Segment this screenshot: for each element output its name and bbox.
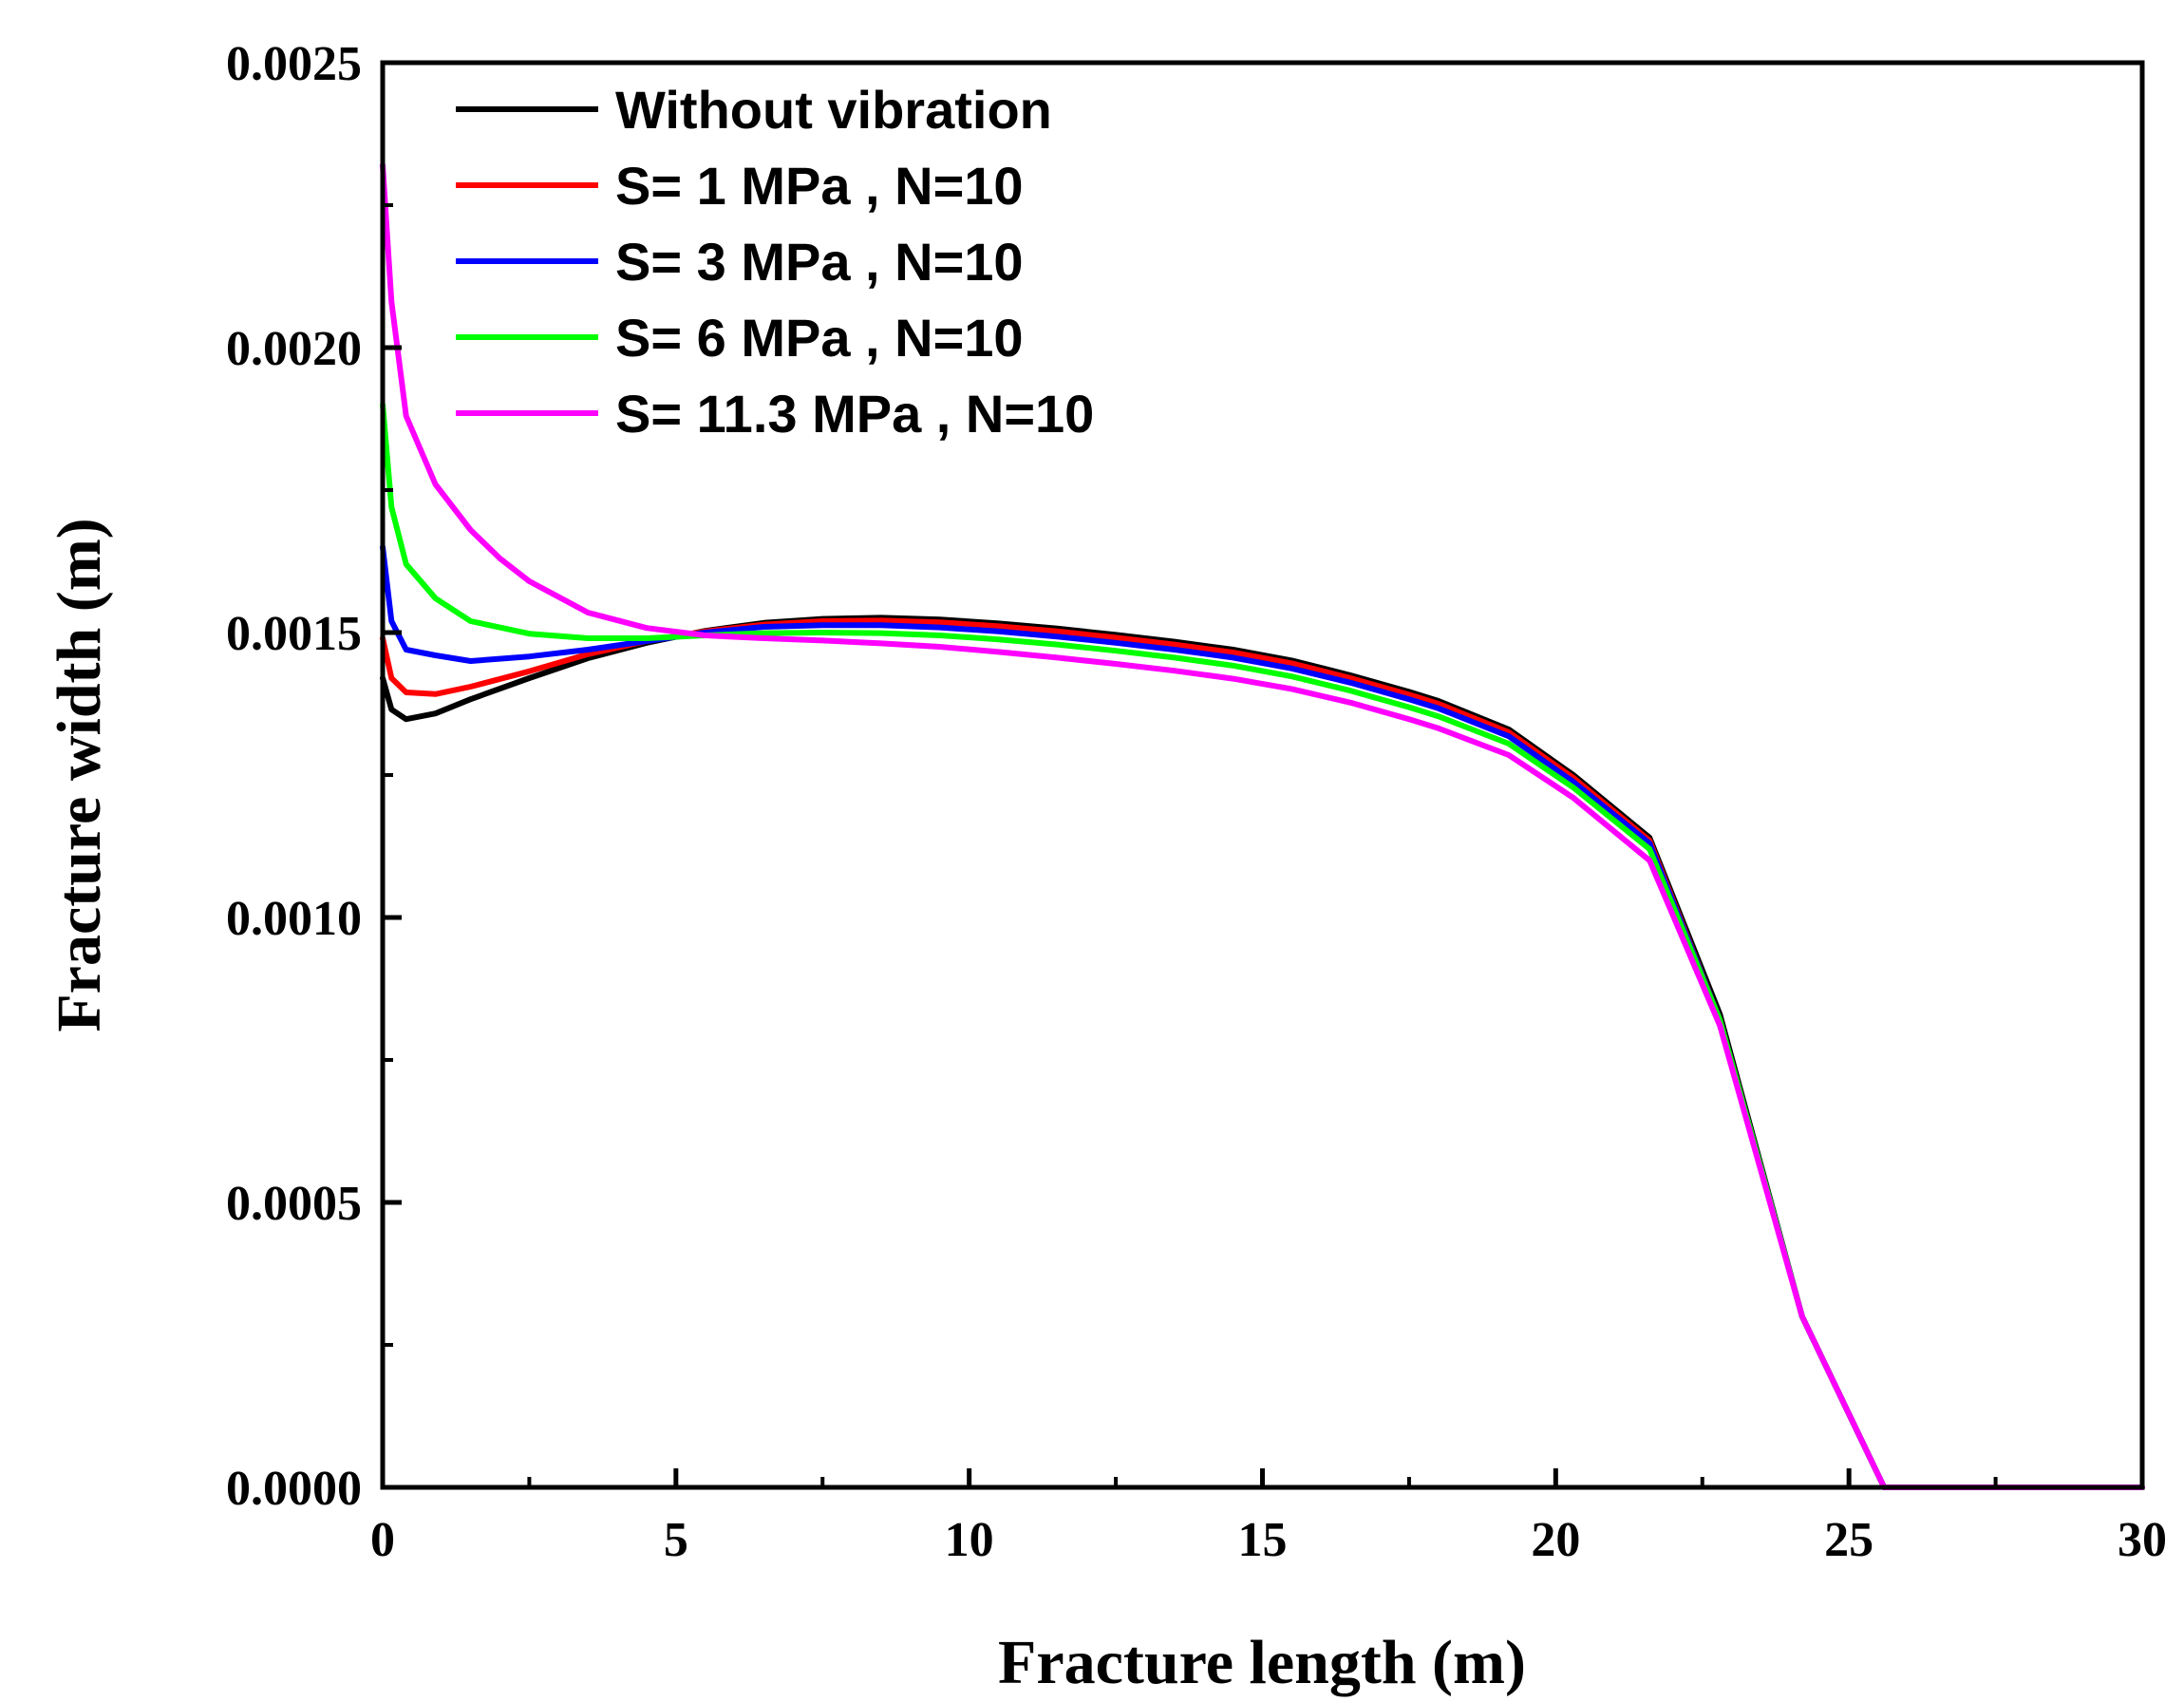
series-layer xyxy=(380,162,2145,1490)
x-axis: 0 5 10 15 20 25 30 xyxy=(370,1468,2167,1567)
y-tick-label: 0.0025 xyxy=(226,37,362,91)
y-tick-label: 0.0010 xyxy=(226,892,362,946)
legend-label-5: S= 11.3 MPa , N=10 xyxy=(615,384,1094,444)
x-tick-label: 25 xyxy=(1824,1513,1873,1567)
y-tick-label: 0.0015 xyxy=(226,607,362,661)
x-tick-label: 20 xyxy=(1531,1513,1580,1567)
x-tick-label: 10 xyxy=(945,1513,994,1567)
y-axis-title: Fracture width (m) xyxy=(45,518,114,1031)
x-axis-title: Fracture length (m) xyxy=(998,1628,1526,1697)
legend-label-4: S= 6 MPa , N=10 xyxy=(615,308,1024,368)
legend-label-3: S= 3 MPa , N=10 xyxy=(615,232,1024,292)
legend-label-1: Without vibration xyxy=(615,80,1052,140)
legend: Without vibration S= 1 MPa , N=10 S= 3 MPa… xyxy=(456,80,1094,444)
x-tick-label: 30 xyxy=(2118,1513,2167,1567)
legend-label-2: S= 1 MPa , N=10 xyxy=(615,156,1024,216)
y-tick-label: 0.0020 xyxy=(226,322,362,376)
x-tick-label: 0 xyxy=(370,1513,395,1567)
x-tick-label: 5 xyxy=(664,1513,688,1567)
x-tick-label: 15 xyxy=(1238,1513,1288,1567)
y-tick-label: 0.0000 xyxy=(226,1462,362,1516)
series-line-5 xyxy=(380,162,2145,1490)
y-tick-label: 0.0005 xyxy=(226,1177,362,1231)
y-axis: 0.0000 0.0005 0.0010 0.0015 0.0020 0.0025 xyxy=(226,37,402,1516)
